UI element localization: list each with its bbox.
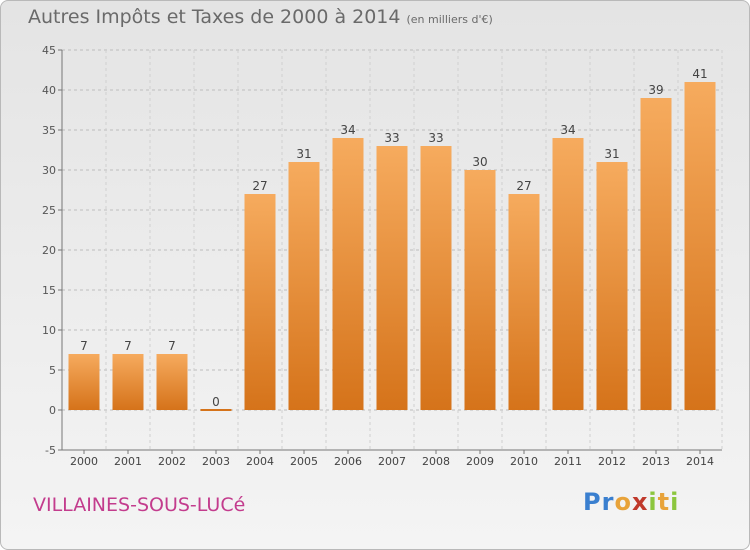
logo-letter: t [657, 488, 671, 516]
y-tick-labels: -5 0 5 10 15 20 25 30 35 40 45 [42, 44, 56, 457]
title-unit: (en milliers d'€) [406, 13, 493, 26]
x-tick-labels: 2000 2001 2002 2003 2004 2005 2006 2007 2008 2009… [70, 455, 714, 468]
title-text: Autres Impôts et Taxes de 2000 à 2014 [28, 6, 401, 28]
bar [376, 146, 408, 410]
x-tick-label: 2004 [246, 455, 274, 468]
bar [332, 138, 364, 410]
x-tick-label: 2007 [378, 455, 406, 468]
bar [640, 98, 672, 410]
value-label: 34 [560, 123, 575, 137]
value-label: 33 [428, 131, 443, 145]
x-tick-label: 2005 [290, 455, 318, 468]
bar [288, 162, 320, 410]
bar [244, 194, 276, 410]
logo-letter: x [631, 488, 649, 516]
value-labels: 7 7 7 0 27 31 34 33 33 30 27 34 31 39 41 [80, 67, 707, 409]
bar [596, 162, 628, 410]
x-tick-label: 2002 [158, 455, 186, 468]
value-label: 31 [296, 147, 311, 161]
y-tick-label: 10 [42, 324, 56, 337]
commune-name: VILLAINES-SOUS-LUCé [33, 494, 246, 516]
y-tick-label: 45 [42, 44, 56, 57]
value-label: 34 [340, 123, 355, 137]
x-tick-label: 2003 [202, 455, 230, 468]
value-label: 27 [516, 179, 531, 193]
x-tick-label: 2011 [554, 455, 582, 468]
y-tick-label: 30 [42, 164, 56, 177]
bar [464, 170, 496, 410]
x-tick-label: 2008 [422, 455, 450, 468]
value-label: 39 [648, 83, 663, 97]
y-tick-label: 25 [42, 204, 56, 217]
logo-letter: r [601, 488, 615, 516]
logo-letter: P [583, 488, 602, 516]
value-label: 27 [252, 179, 267, 193]
x-tick-label: 2006 [334, 455, 362, 468]
bar [508, 194, 540, 410]
value-label: 7 [124, 339, 132, 353]
chart-title: Autres Impôts et Taxes de 2000 à 2014 (en… [28, 6, 493, 28]
value-label: 7 [80, 339, 88, 353]
x-tick-label: 2012 [598, 455, 626, 468]
y-tick-label: 0 [49, 404, 56, 417]
value-label: 7 [168, 339, 176, 353]
x-tick-label: 2000 [70, 455, 98, 468]
x-tick-label: 2009 [466, 455, 494, 468]
x-tick-label: 2014 [686, 455, 714, 468]
x-tick-label: 2010 [510, 455, 538, 468]
y-tick-label: 40 [42, 84, 56, 97]
bars [68, 82, 716, 411]
proxiti-logo: Proxiti [583, 488, 679, 516]
bar [112, 354, 144, 410]
y-tick-label: 35 [42, 124, 56, 137]
bar [684, 82, 716, 410]
bar [68, 354, 100, 410]
y-tick-label: -5 [45, 444, 56, 457]
value-label: 0 [212, 395, 220, 409]
bar [156, 354, 188, 410]
logo-letter: i [670, 488, 680, 516]
y-tick-label: 5 [49, 364, 56, 377]
y-tick-label: 20 [42, 244, 56, 257]
x-tick-label: 2013 [642, 455, 670, 468]
value-label: 33 [384, 131, 399, 145]
y-tick-label: 15 [42, 284, 56, 297]
value-label: 41 [692, 67, 707, 81]
logo-letter: o [614, 488, 632, 516]
x-tick-label: 2001 [114, 455, 142, 468]
value-label: 30 [472, 155, 487, 169]
axes [58, 49, 722, 454]
bar [552, 138, 584, 410]
value-label: 31 [604, 147, 619, 161]
logo-letter: i [648, 488, 658, 516]
bar [420, 146, 452, 410]
